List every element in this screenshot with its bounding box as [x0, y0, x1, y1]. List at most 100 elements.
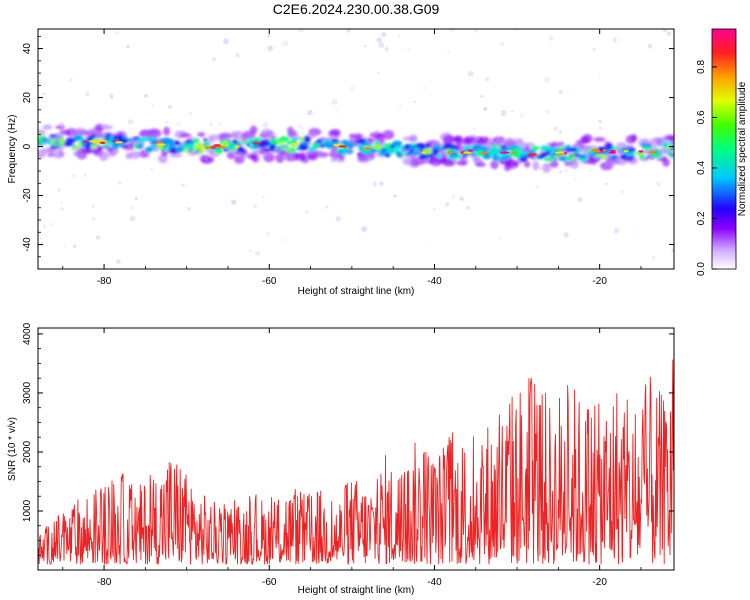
spectral-blob	[113, 135, 118, 142]
spectral-blob	[85, 143, 91, 149]
spectral-blob	[475, 162, 486, 167]
spectral-blob	[179, 133, 192, 138]
spectral-peak	[528, 153, 538, 156]
spectral-blob	[251, 153, 258, 163]
spectral-blob	[253, 137, 263, 141]
noise-speck	[165, 120, 168, 124]
noise-speck	[262, 121, 269, 128]
noise-speck	[349, 86, 355, 92]
spectral-peak	[88, 140, 99, 143]
snr-x-tick-label: -40	[427, 577, 442, 588]
noise-speck	[598, 126, 603, 131]
spectral-peak	[198, 144, 204, 148]
noise-speck	[249, 249, 253, 253]
spectrogram-y-axis: -40 -20 0 20 40	[22, 35, 674, 270]
spectral-blob	[410, 157, 418, 166]
noise-speck	[475, 158, 479, 161]
spectral-blob	[454, 135, 463, 146]
spectral-blob	[501, 148, 511, 151]
spectral-blob	[392, 140, 403, 147]
snr-y-label: SNR (10 * v/v)	[7, 417, 18, 481]
spectrogram-x-axis: -80 -60 -40 -20	[62, 29, 642, 287]
noise-speck	[651, 256, 656, 260]
spectral-blob	[325, 142, 335, 149]
spectral-blob	[52, 150, 64, 159]
noise-speck	[574, 178, 577, 181]
spectral-blob	[275, 153, 285, 164]
spectral-blob	[76, 134, 82, 140]
spectral-blob	[558, 141, 565, 148]
spectral-blob	[214, 148, 223, 155]
spectral-blob	[425, 143, 430, 149]
spectrogram-band	[38, 123, 674, 173]
noise-speck	[621, 190, 625, 194]
noise-speck	[139, 141, 142, 144]
spectral-peak	[648, 151, 658, 154]
noise-speck	[109, 93, 114, 98]
noise-speck	[474, 29, 478, 33]
noise-speck	[553, 126, 559, 132]
snr-x-tick-label: -80	[97, 577, 112, 588]
spectrogram-y-tick-label: 20	[22, 92, 33, 104]
spectral-peak	[83, 140, 88, 143]
spectral-blob	[129, 151, 141, 159]
noise-speck	[282, 40, 289, 47]
spectral-peak	[234, 145, 240, 148]
spectral-blob	[643, 146, 652, 151]
spectral-blob	[518, 151, 529, 156]
noise-speck	[346, 29, 351, 33]
spectral-blob	[169, 149, 177, 154]
noise-speck	[626, 155, 629, 159]
spectral-peak	[608, 151, 617, 154]
spectral-blob	[530, 145, 540, 151]
spectral-blob	[654, 152, 663, 157]
noise-speck	[592, 48, 596, 52]
spectral-blob	[298, 144, 307, 151]
spectral-blob	[203, 141, 211, 145]
noise-speck	[364, 45, 367, 48]
spectral-blob	[663, 134, 674, 141]
spectral-blob	[372, 145, 383, 150]
spectral-peak	[554, 151, 565, 154]
noise-speck	[379, 181, 384, 187]
spectral-blob	[382, 130, 395, 140]
noise-speck	[407, 48, 410, 51]
noise-speck	[361, 226, 367, 232]
spectral-blob	[540, 145, 551, 152]
noise-speck	[231, 199, 237, 205]
spectral-blob	[42, 124, 53, 130]
spectral-peak	[499, 151, 510, 154]
spectral-blob	[408, 145, 419, 150]
noise-speck	[378, 42, 385, 49]
spectrogram-panel: -80 -60 -40 -20 -40 -20 0 20 40 Height of strai…	[7, 28, 675, 297]
noise-speck	[144, 93, 149, 98]
noise-speck	[451, 195, 456, 199]
noise-speck	[432, 208, 436, 211]
noise-speck	[356, 138, 359, 142]
noise-speck	[63, 244, 67, 248]
spectrogram-y-label: Frequency (Hz)	[7, 115, 18, 184]
noise-speck	[126, 44, 130, 49]
noise-speck	[237, 151, 244, 157]
spectral-blob	[626, 152, 635, 157]
noise-speck	[377, 71, 380, 75]
spectral-peak	[467, 149, 474, 152]
noise-speck	[127, 118, 134, 125]
noise-speck	[101, 123, 108, 130]
spectral-blob	[119, 144, 129, 148]
noise-speck	[402, 48, 405, 52]
noise-speck	[252, 204, 257, 209]
noise-speck	[381, 31, 387, 37]
spectral-blob	[246, 143, 251, 147]
spectral-blob	[576, 149, 583, 153]
spectral-blob	[569, 147, 578, 153]
noise-speck	[375, 129, 379, 133]
noise-speck	[376, 37, 383, 43]
spectral-blob	[233, 130, 244, 140]
spectral-blob	[662, 158, 670, 167]
spectral-peak	[291, 142, 299, 145]
noise-speck	[559, 170, 563, 174]
noise-speck	[543, 76, 550, 83]
snr-y-tick-label: 4000	[22, 322, 33, 345]
colorbar-tick-label: 0.2	[696, 211, 707, 225]
